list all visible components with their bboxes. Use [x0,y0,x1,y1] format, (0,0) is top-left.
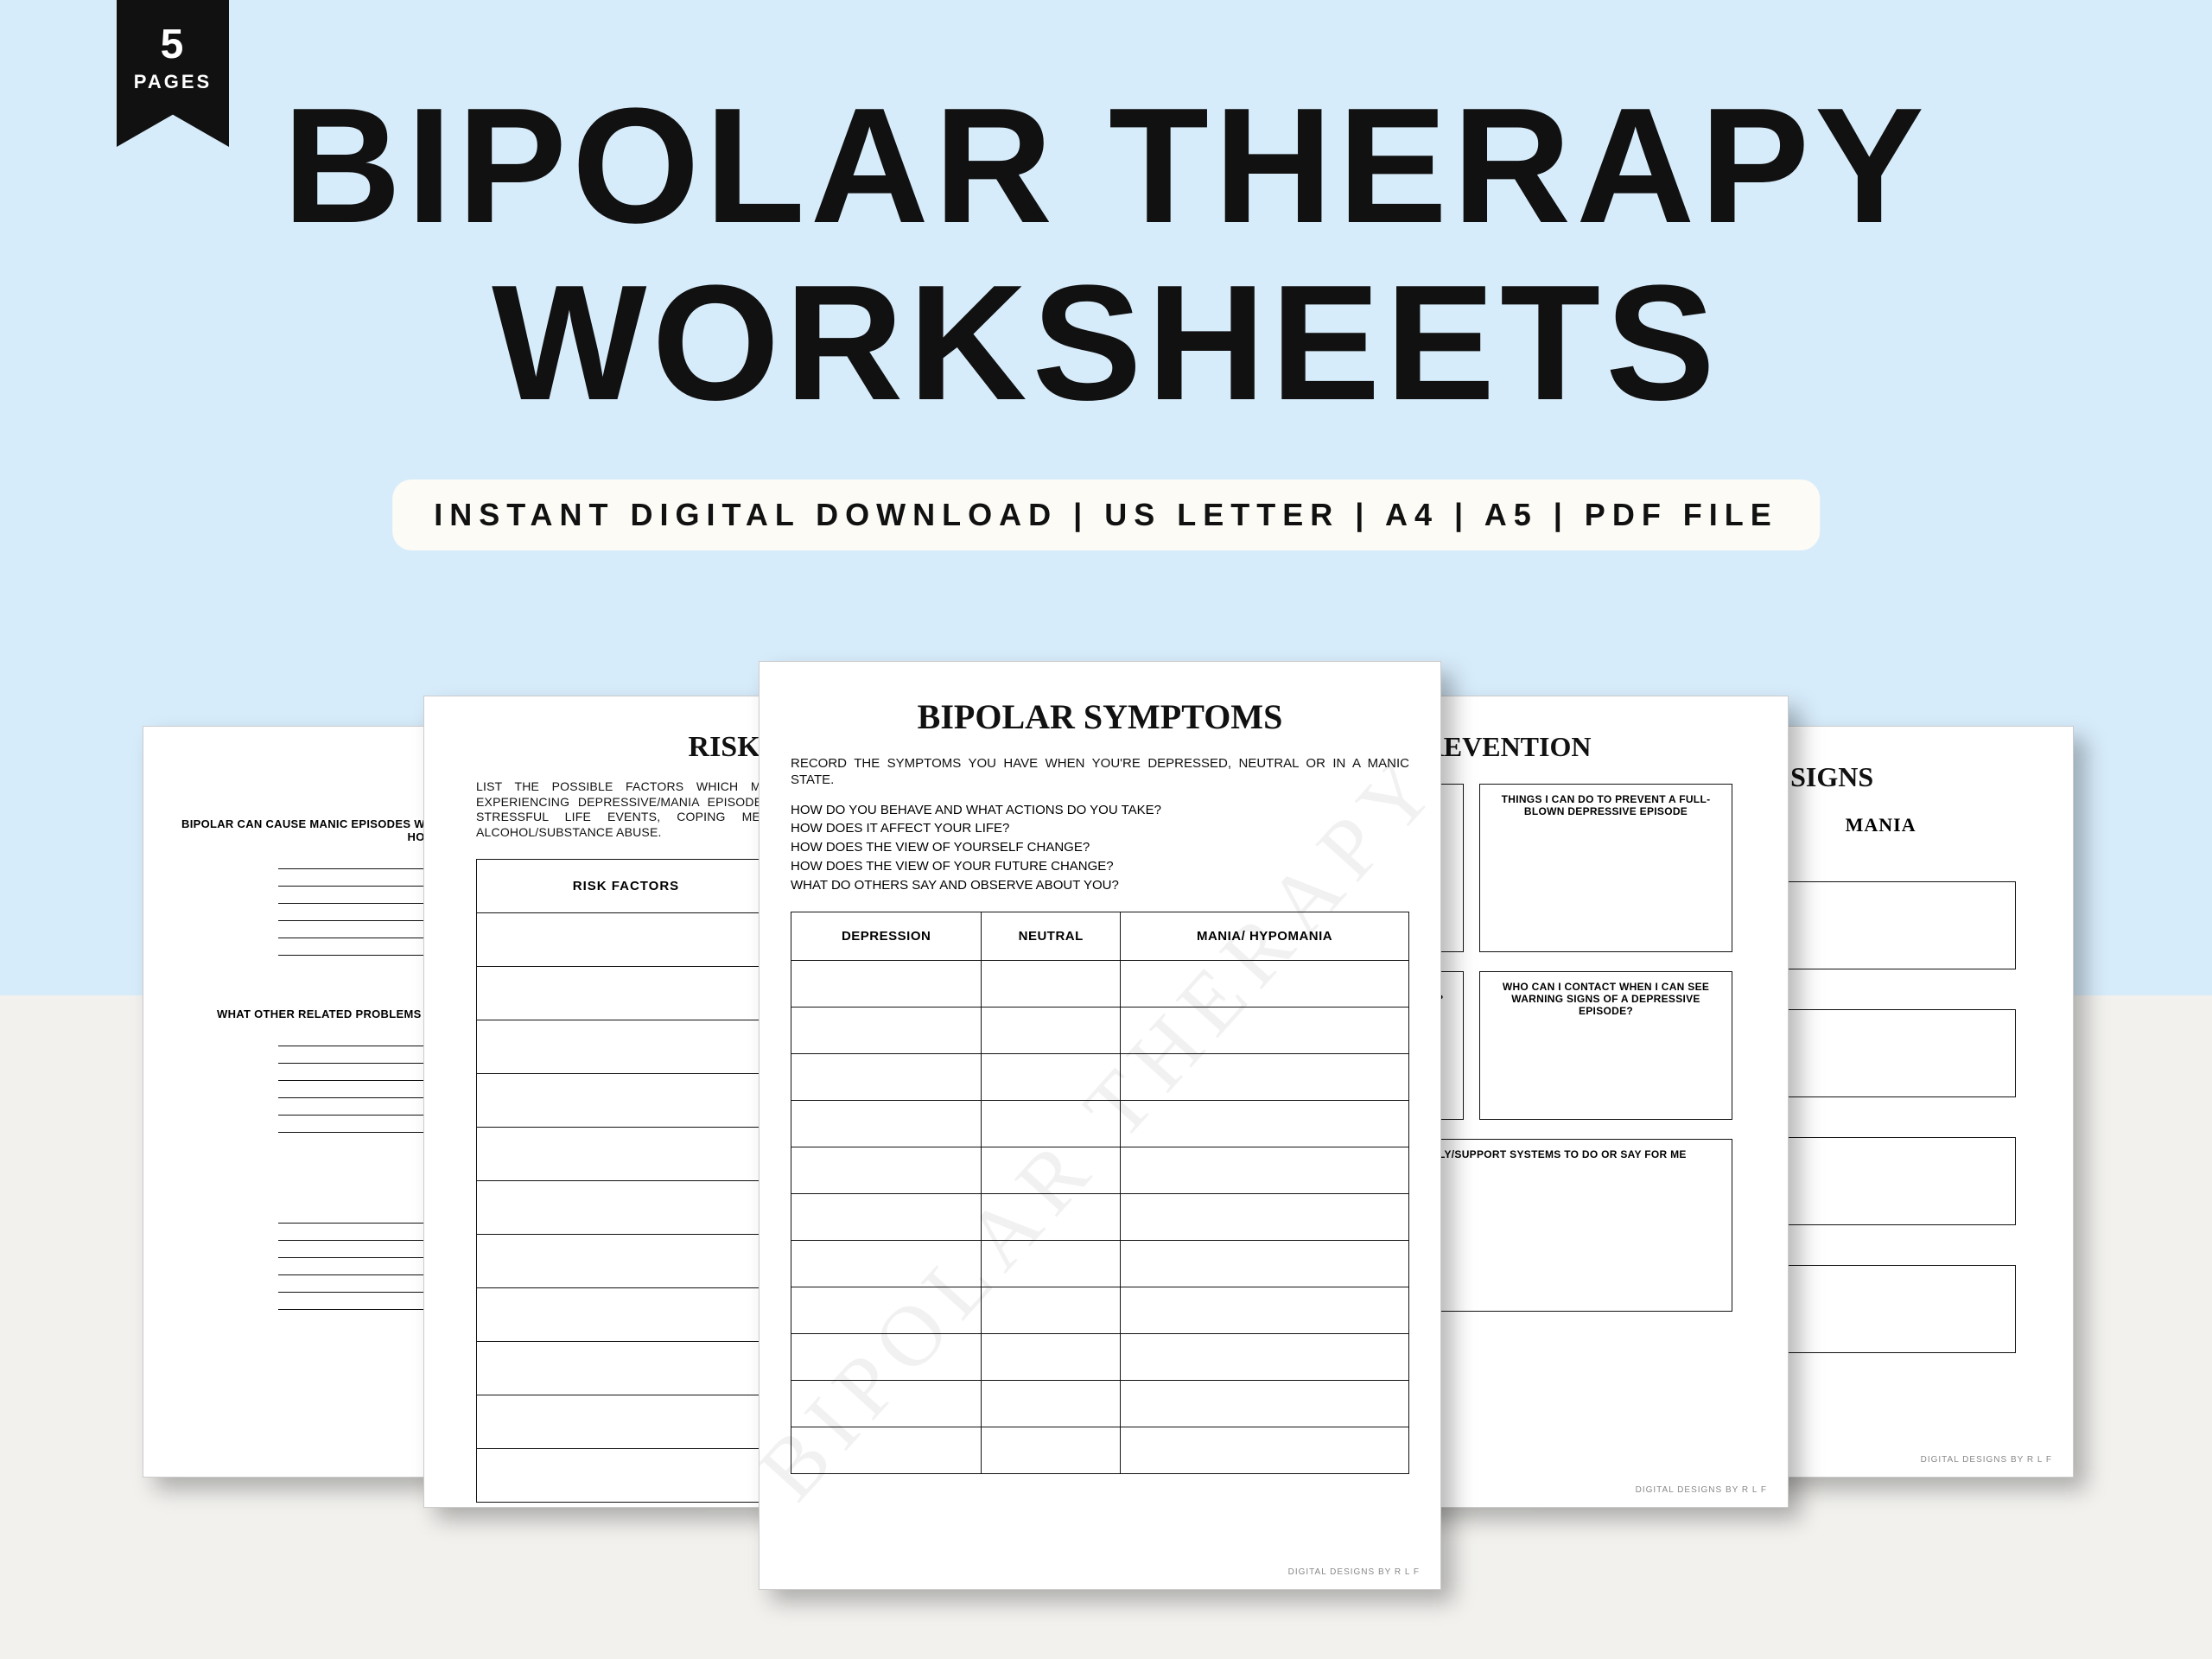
worksheet-bipolar-symptoms: BIPOLAR THERAPY BIPOLAR SYMPTOMS RECORD … [759,661,1441,1590]
main-title: BIPOLAR THERAPY WORKSHEETS [0,78,2212,432]
symptoms-q2: HOW DOES IT AFFECT YOUR LIFE? [791,819,1409,838]
symptoms-col-3: MANIA/ HYPOMANIA [1121,912,1409,961]
symptoms-table: DEPRESSION NEUTRAL MANIA/ HYPOMANIA [791,912,1409,1474]
relapse-box-4: WHO CAN I CONTACT WHEN I CAN SEE WARNING… [1479,971,1732,1120]
subtitle-pill: INSTANT DIGITAL DOWNLOAD | US LETTER | A… [392,480,1820,550]
symptoms-q5: WHAT DO OTHERS SAY AND OBSERVE ABOUT YOU… [791,876,1409,895]
title-line-1: BIPOLAR THERAPY [0,78,2212,255]
warning-col-mania: MANIA [1774,814,1987,836]
product-mockup-canvas: 5 PAGES BIPOLAR THERAPY WORKSHEETS INSTA… [0,0,2212,1659]
page-title: BIPOLAR SYMPTOMS [791,696,1409,737]
relapse-box-2: THINGS I CAN DO TO PREVENT A FULL-BLOWN … [1479,784,1732,952]
page-footer: DIGITAL DESIGNS BY R L F [1636,1485,1767,1495]
ribbon-number: 5 [161,24,186,66]
symptoms-col-1: DEPRESSION [791,912,982,961]
page-footer: DIGITAL DESIGNS BY R L F [1921,1455,2052,1465]
symptoms-q3: HOW DOES THE VIEW OF YOURSELF CHANGE? [791,838,1409,857]
risk-col-1: RISK FACTORS [477,860,776,913]
symptoms-q1: HOW DO YOU BEHAVE AND WHAT ACTIONS DO YO… [791,801,1409,820]
title-line-2: WORKSHEETS [0,255,2212,432]
worksheet-fan: REFLECTION BIPOLAR CAN CAUSE MANIC EPISO… [0,661,2212,1659]
symptoms-intro: RECORD THE SYMPTOMS YOU HAVE WHEN YOU'RE… [791,756,1409,789]
symptoms-col-2: NEUTRAL [982,912,1121,961]
page-footer: DIGITAL DESIGNS BY R L F [1288,1567,1420,1577]
symptoms-question-list: HOW DO YOU BEHAVE AND WHAT ACTIONS DO YO… [791,801,1409,895]
symptoms-q4: HOW DOES THE VIEW OF YOUR FUTURE CHANGE? [791,857,1409,876]
